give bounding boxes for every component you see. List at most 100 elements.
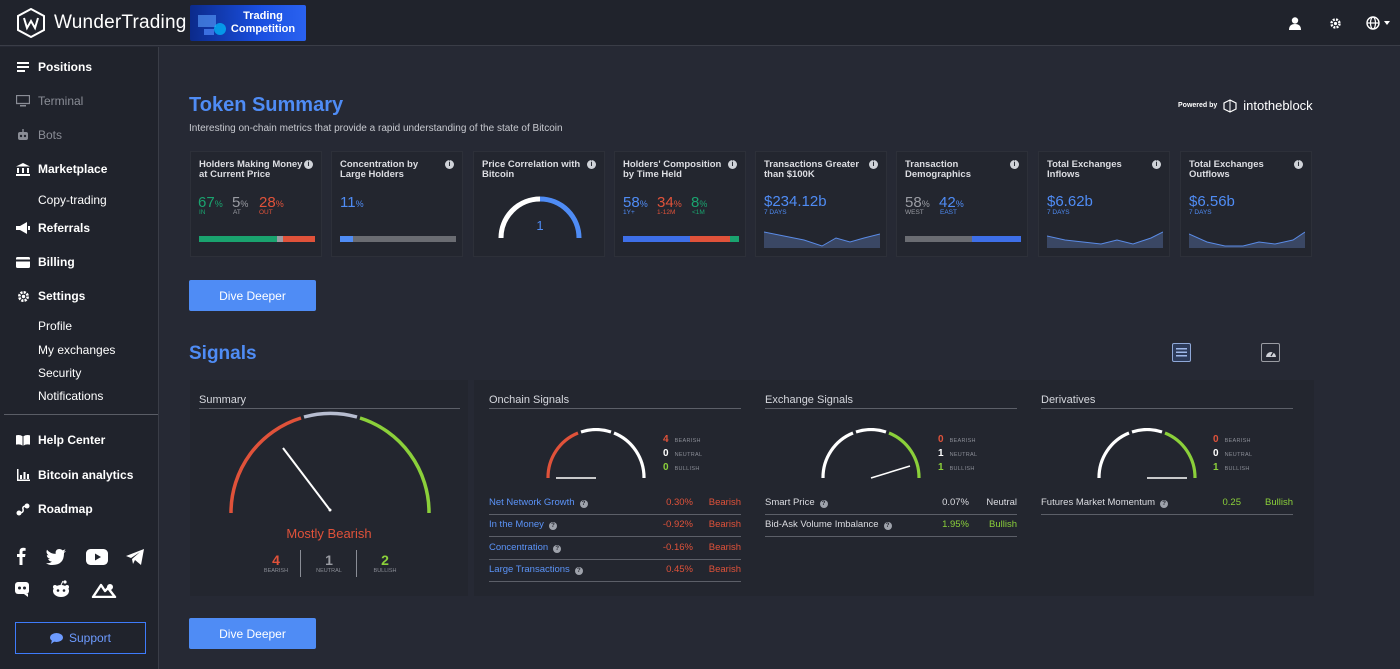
logo[interactable]: WunderTrading (16, 8, 187, 38)
summary-bullish-count: 2 BULLISH (373, 552, 397, 574)
signal-value: 0.25 (1222, 497, 1242, 508)
info-icon[interactable]: i (1152, 160, 1161, 169)
twitter-icon[interactable] (46, 549, 66, 565)
language-globe-icon[interactable] (1366, 14, 1392, 32)
card-title: Transaction Demographics (905, 159, 971, 180)
sidebar-item-bots[interactable]: Bots (16, 128, 62, 142)
token-summary-dive-deeper-button[interactable]: Dive Deeper (189, 280, 316, 311)
info-icon[interactable]: i (304, 160, 313, 169)
powered-by[interactable]: Powered by intotheblock (1178, 98, 1313, 113)
signal-status: Bearish (708, 542, 741, 553)
info-icon[interactable]: i (445, 160, 454, 169)
credit-card-icon (16, 255, 30, 269)
inflows-sparkline (1047, 231, 1163, 248)
derivatives-bearish-count: 0 BEARISH (1213, 434, 1251, 445)
demographics-bar (905, 236, 1021, 242)
table-row: Bid-Ask Volume Imbalance? 1.95% Bullish (765, 515, 1017, 537)
signal-concentration[interactable]: Concentration? (489, 542, 562, 553)
holders-out-label: OUT (259, 209, 273, 216)
sidebar-item-roadmap[interactable]: Roadmap (16, 502, 93, 516)
reddit-icon[interactable] (51, 580, 71, 598)
wundertrading-logo-icon (17, 8, 45, 38)
holders-at-value: 5% (232, 194, 249, 211)
sidebar-item-positions[interactable]: Positions (16, 60, 92, 74)
info-icon[interactable]: i (1010, 160, 1019, 169)
cloud-icon[interactable] (90, 582, 118, 598)
telegram-icon[interactable] (126, 549, 144, 565)
signal-value: 0.45% (666, 564, 693, 575)
info-icon[interactable]: i (587, 160, 596, 169)
info-icon[interactable]: i (728, 160, 737, 169)
sidebar-item-billing[interactable]: Billing (16, 255, 75, 269)
sidebar-item-copy-trading[interactable]: Copy-trading (38, 193, 107, 207)
info-icon[interactable]: i (869, 160, 878, 169)
gauge-view-toggle[interactable] (1261, 343, 1280, 362)
count-divider (300, 550, 301, 577)
bar-chart-icon (16, 468, 30, 482)
summary-neutral-count: 1 NEUTRAL (316, 552, 342, 574)
summary-panel-title: Summary (199, 394, 247, 406)
composition-a-label: 1Y+ (623, 209, 635, 216)
support-button[interactable]: Support (15, 622, 146, 654)
sidebar-item-marketplace[interactable]: Marketplace (16, 162, 107, 176)
composition-b-value: 34% (657, 194, 682, 211)
chat-icon (49, 632, 63, 644)
signal-value: 0.07% (942, 497, 969, 508)
signal-status: Bullish (1265, 497, 1293, 508)
holders-in-value: 67% (198, 194, 223, 211)
banner-text: Trading Competition (230, 10, 296, 35)
signal-in-the-money[interactable]: In the Money? (489, 519, 557, 530)
user-icon[interactable] (1286, 14, 1304, 32)
card-title: Price Correlation with Bitcoin (482, 159, 581, 180)
card-holders-composition: Holders' Composition by Time Held i 58% … (614, 151, 746, 257)
correlation-gauge (498, 196, 582, 239)
signal-net-network-growth[interactable]: Net Network Growth? (489, 497, 588, 508)
list-view-toggle[interactable] (1172, 343, 1191, 362)
demographics-west-value: 58% (905, 194, 930, 211)
top-bar: WunderTrading Trading Competition (0, 0, 1400, 46)
token-summary-subtitle: Interesting on-chain metrics that provid… (189, 123, 563, 134)
summary-bearish-count: 4 BEARISH (263, 552, 289, 574)
list-icon (16, 60, 30, 74)
trophy-icon (198, 15, 226, 35)
signal-status: Bearish (708, 564, 741, 575)
derivatives-title: Derivatives (1041, 394, 1096, 406)
sidebar-item-security[interactable]: Security (38, 366, 82, 380)
onchain-gauge (546, 428, 646, 479)
panel-divider (765, 408, 1017, 409)
exchange-bullish-count: 1 BULLISH (938, 462, 975, 473)
signal-futures-market-momentum: Futures Market Momentum? (1041, 497, 1169, 508)
signal-status: Bearish (708, 497, 741, 508)
signal-status: Bearish (708, 519, 741, 530)
gear-icon (16, 289, 30, 303)
table-row: Concentration? -0.16% Bearish (489, 538, 741, 560)
demographics-east-label: EAST (940, 209, 957, 216)
info-icon[interactable]: i (1294, 160, 1303, 169)
list-view-icon (1176, 348, 1187, 357)
sidebar-item-label: Help Center (38, 433, 106, 447)
sidebar-item-settings[interactable]: Settings (16, 289, 85, 303)
card-title: Transactions Greater than $100K (764, 159, 860, 180)
sidebar-item-help-center[interactable]: Help Center (16, 433, 105, 447)
intotheblock-logo-icon (1223, 98, 1237, 113)
sidebar-item-label: Settings (38, 289, 86, 303)
trading-competition-banner[interactable]: Trading Competition (190, 5, 306, 41)
sidebar-item-my-exchanges[interactable]: My exchanges (38, 343, 116, 357)
sidebar-item-terminal[interactable]: Terminal (16, 94, 83, 108)
card-concentration: Concentration by Large Holders i 11% (331, 151, 463, 257)
signal-large-transactions[interactable]: Large Transactions? (489, 564, 583, 575)
sidebar-item-referrals[interactable]: Referrals (16, 221, 90, 235)
holders-at-label: AT (233, 209, 241, 216)
settings-icon[interactable] (1326, 14, 1344, 32)
facebook-icon[interactable] (14, 547, 28, 565)
panel-divider (489, 408, 741, 409)
sidebar-item-bitcoin-analytics[interactable]: Bitcoin analytics (16, 468, 133, 482)
transactions-value: $234.12b (764, 193, 827, 210)
sidebar-item-notifications[interactable]: Notifications (38, 389, 104, 403)
summary-verdict: Mostly Bearish (286, 526, 372, 541)
sidebar-item-profile[interactable]: Profile (38, 319, 73, 333)
discord-icon[interactable] (14, 581, 30, 597)
card-exchange-inflows: Total Exchanges Inflows i $6.62b 7 DAYS (1038, 151, 1170, 257)
youtube-icon[interactable] (86, 549, 108, 565)
signals-dive-deeper-button[interactable]: Dive Deeper (189, 618, 316, 649)
